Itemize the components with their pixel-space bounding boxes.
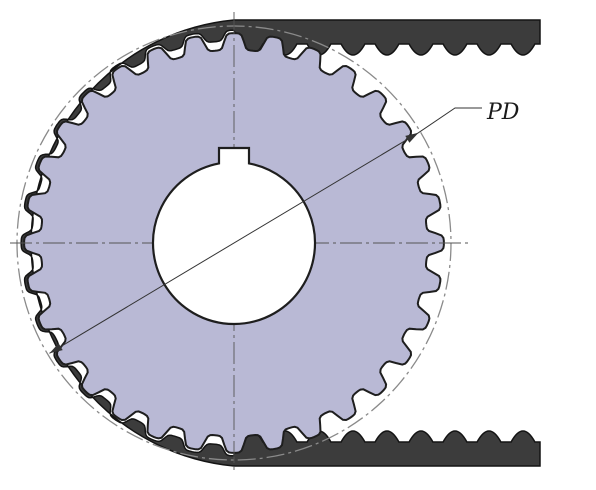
center-lines — [10, 12, 468, 472]
dimension-arrow-icon — [49, 343, 63, 354]
pitch-diameter-dimension — [49, 107, 482, 354]
belt-body — [20, 19, 541, 467]
timing-belt — [20, 19, 541, 467]
pd-dimension-line — [49, 132, 419, 354]
shaft-bore-with-keyway — [151, 146, 317, 326]
pd-label: PD — [486, 100, 520, 125]
pd-leader-line — [418, 107, 482, 134]
dimension-arrow-icon — [405, 132, 419, 143]
